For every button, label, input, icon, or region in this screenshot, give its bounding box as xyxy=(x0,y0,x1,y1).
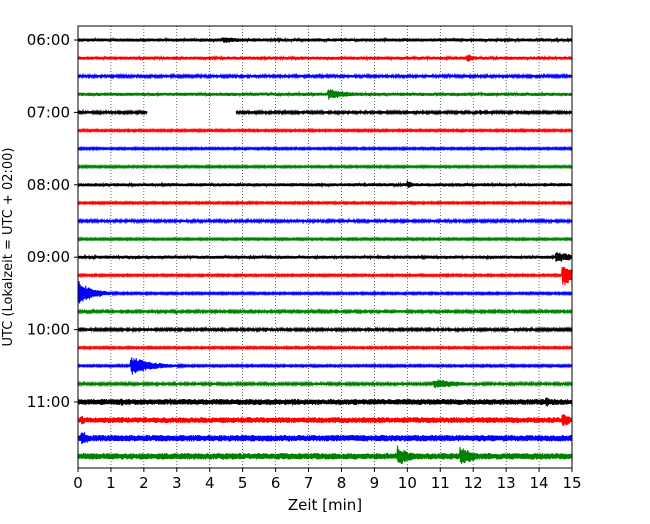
trace-0715 xyxy=(77,127,573,134)
y-axis: 06:00 07:00 08:00 09:00 10:00 11:00 xyxy=(27,31,78,411)
trace-1100 xyxy=(77,397,573,407)
x-tick-label: 7 xyxy=(304,474,314,492)
trace-0600 xyxy=(77,36,573,44)
trace-1030 xyxy=(77,357,573,375)
x-tick-label: 8 xyxy=(337,474,347,492)
trace-1000 xyxy=(77,326,573,334)
x-tick-label: 5 xyxy=(238,474,248,492)
trace-0845 xyxy=(77,236,573,243)
trace-0700 xyxy=(235,108,573,116)
y-tick-label: 11:00 xyxy=(27,393,70,411)
trace-0915 xyxy=(77,266,573,286)
x-tick-label: 15 xyxy=(562,474,581,492)
trace-0800 xyxy=(77,180,573,189)
trace-0700 xyxy=(77,108,148,116)
x-tick-label: 14 xyxy=(530,474,549,492)
seismogram-traces xyxy=(77,36,573,465)
trace-0930 xyxy=(77,281,573,304)
x-axis: 0 1 2 3 4 5 6 7 8 9 10 11 12 13 14 15 xyxy=(73,468,582,492)
trace-1045 xyxy=(77,379,573,389)
y-tick-label: 08:00 xyxy=(27,176,70,194)
trace-0815 xyxy=(77,199,573,206)
x-tick-label: 9 xyxy=(370,474,380,492)
x-tick-label: 0 xyxy=(73,474,83,492)
trace-1130 xyxy=(77,432,573,445)
x-tick-label: 10 xyxy=(398,474,417,492)
x-tick-label: 2 xyxy=(139,474,149,492)
y-tick-label: 10:00 xyxy=(27,321,70,339)
trace-0900 xyxy=(77,252,573,262)
x-tick-label: 1 xyxy=(106,474,116,492)
x-tick-label: 12 xyxy=(464,474,483,492)
trace-1115 xyxy=(77,414,573,427)
x-tick-label: 6 xyxy=(271,474,281,492)
trace-1015 xyxy=(77,344,573,351)
y-tick-label: 07:00 xyxy=(27,103,70,121)
trace-0645 xyxy=(77,89,573,100)
y-tick-label: 06:00 xyxy=(27,31,70,49)
x-tick-label: 4 xyxy=(205,474,215,492)
x-axis-label: Zeit [min] xyxy=(288,496,362,514)
trace-0630 xyxy=(77,72,573,80)
y-tick-label: 09:00 xyxy=(27,248,70,266)
x-tick-label: 11 xyxy=(431,474,450,492)
trace-0830 xyxy=(77,217,573,225)
trace-1145 xyxy=(77,445,573,465)
x-tick-label: 13 xyxy=(497,474,516,492)
plot-frame xyxy=(77,25,573,469)
trace-0730 xyxy=(77,145,573,152)
trace-0745 xyxy=(77,163,573,170)
x-tick-label: 3 xyxy=(172,474,182,492)
trace-0615 xyxy=(77,54,573,62)
y-axis-label: UTC (Lokalzeit = UTC + 02:00) xyxy=(1,148,16,347)
trace-0945 xyxy=(77,308,573,315)
